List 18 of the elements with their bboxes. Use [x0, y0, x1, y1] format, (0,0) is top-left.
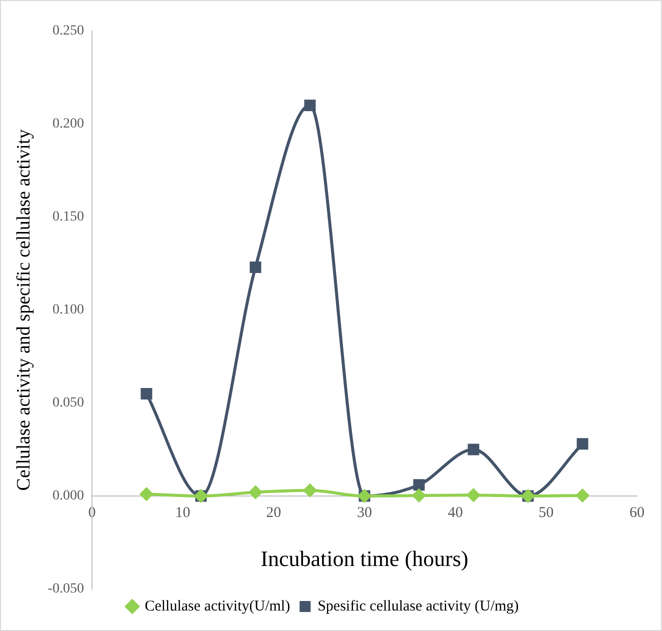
y-tick-label: -0.050	[48, 582, 84, 597]
legend-label: Spesific cellulase activity (U/mg)	[318, 598, 519, 614]
y-tick-label: 0.050	[52, 396, 84, 411]
y-tick-label: 0.000	[52, 488, 84, 504]
y-axis-title: Cellulase activity and specific cellulase activity	[13, 128, 34, 491]
x-tick-label: 40	[448, 504, 463, 521]
x-tick-label: 10	[175, 504, 190, 521]
y-tick-label: 0.250	[52, 24, 84, 39]
y-tick-label: 0.200	[52, 116, 84, 132]
x-tick-label: 20	[266, 504, 282, 521]
x-tick-label: 30	[356, 504, 372, 521]
x-tick-label: 60	[630, 504, 644, 521]
legend-label: Cellulase activity(U/ml)	[144, 598, 290, 614]
x-axis-title: Incubation time (hours)	[260, 546, 468, 571]
y-tick-label: 0.150	[52, 210, 84, 225]
y-tick-label: 0.100	[52, 302, 84, 318]
x-tick-label: 0	[88, 504, 96, 521]
x-tick-label: 50	[538, 504, 554, 521]
